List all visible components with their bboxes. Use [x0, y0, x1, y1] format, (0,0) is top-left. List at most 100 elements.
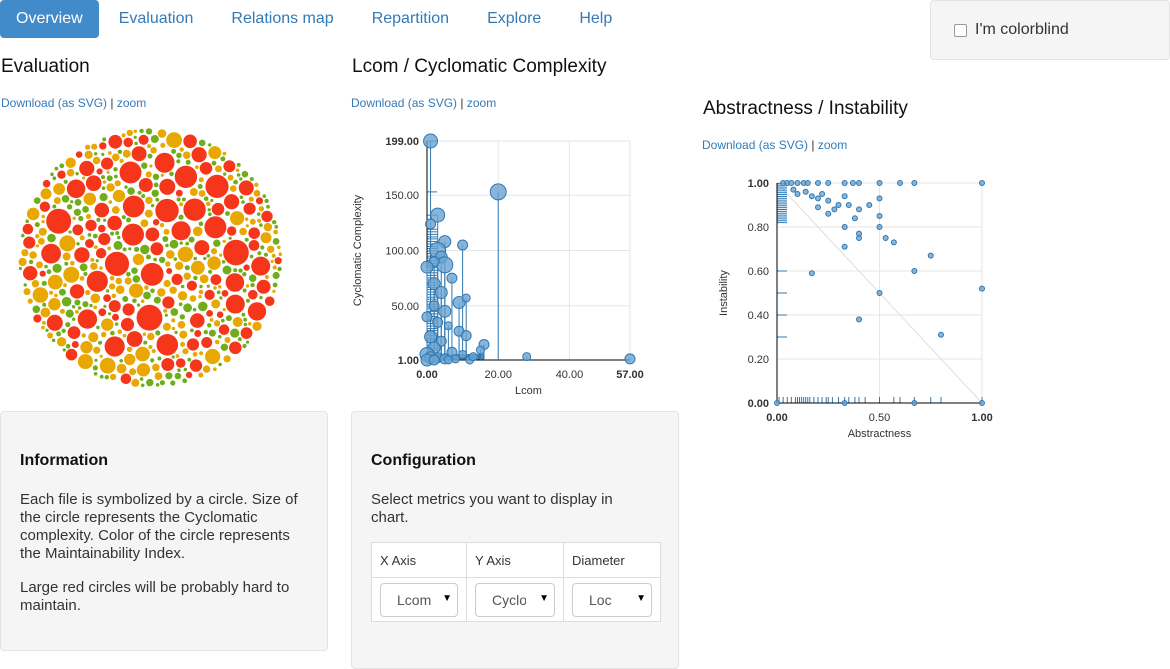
chevron-down-icon: ▼ [442, 592, 452, 604]
file-bubble [140, 299, 145, 303]
file-bubble [21, 249, 29, 257]
data-point [436, 256, 454, 274]
data-point [815, 195, 821, 202]
file-bubble [229, 341, 242, 355]
file-bubble [140, 219, 149, 228]
file-bubble [198, 221, 204, 227]
lcom-zoom-link[interactable]: zoom [466, 96, 497, 110]
evaluation-download-link[interactable]: Download (as SVG) [1, 96, 108, 110]
file-bubble [94, 202, 110, 218]
file-bubble [77, 309, 98, 329]
file-bubble [136, 363, 151, 377]
file-bubble [124, 277, 132, 285]
file-bubble [223, 160, 236, 173]
data-point [882, 235, 889, 241]
nav-repartition[interactable]: Repartition [371, 10, 450, 27]
file-bubble [134, 141, 138, 146]
file-bubble [198, 295, 202, 299]
data-point [841, 193, 848, 200]
colorblind-label[interactable]: I'm colorblind [975, 21, 1069, 38]
file-bubble [171, 148, 177, 154]
file-bubble [34, 222, 40, 228]
file-bubble [183, 367, 187, 372]
data-point [825, 210, 832, 217]
file-bubble [153, 296, 161, 304]
file-bubble [177, 368, 181, 372]
file-bubble [194, 330, 202, 337]
nav-relations-map[interactable]: Relations map [231, 10, 334, 27]
file-bubble [270, 259, 274, 264]
file-bubble [154, 152, 175, 173]
evaluation-bubble-chart[interactable] [0, 118, 300, 403]
file-bubble [179, 330, 188, 339]
file-bubble [140, 262, 164, 286]
file-bubble [236, 162, 241, 167]
file-bubble [106, 183, 115, 192]
abstractness-download-link[interactable]: Download (as SVG) [702, 138, 809, 152]
file-bubble [248, 322, 252, 326]
file-bubble [249, 254, 254, 259]
file-bubble [162, 322, 171, 331]
file-bubble [251, 256, 271, 276]
information-warning: Large red circles will be probably hard … [20, 579, 290, 614]
file-bubble [124, 353, 136, 366]
data-point [825, 180, 832, 186]
nav-evaluation[interactable]: Evaluation [118, 10, 194, 27]
file-bubble [241, 312, 246, 317]
file-bubble [225, 211, 230, 216]
colorblind-checkbox[interactable] [954, 24, 967, 37]
file-bubble [143, 340, 148, 345]
x-axis-header: X Axis [371, 542, 467, 578]
nav-help[interactable]: Help [579, 10, 613, 27]
nav-overview[interactable]: Overview [0, 0, 99, 38]
file-bubble [141, 162, 148, 169]
file-bubble [122, 247, 127, 252]
file-bubble [263, 252, 269, 257]
lcom-scatter-chart[interactable]: 0.00 20.00 40.00 57.00 1.00 50.00 100.00 150.00… [345, 125, 665, 405]
file-bubble [56, 331, 62, 337]
file-bubble [96, 217, 101, 222]
file-bubble [135, 346, 150, 362]
data-point [890, 239, 897, 246]
y-axis-select[interactable]: Cyclomatic Complexity ▼ [475, 582, 555, 617]
abstractness-scatter-chart[interactable]: 0.00 0.50 1.00 0.00 0.20 0.40 0.60 0.80 1.00 Abst… [695, 165, 1015, 450]
file-bubble [121, 215, 126, 220]
x-axis-select[interactable]: Lcom ▼ [380, 582, 458, 617]
y-axis-label: Instability [718, 270, 730, 316]
file-bubble [65, 322, 71, 328]
diameter-select[interactable]: Loc ▼ [572, 582, 652, 617]
file-bubble [142, 332, 147, 336]
data-point [468, 352, 478, 362]
file-bubble [108, 134, 123, 149]
evaluation-zoom-link[interactable]: zoom [116, 96, 147, 110]
file-bubble [225, 294, 245, 314]
chevron-down-icon: ▼ [539, 592, 549, 604]
file-bubble [101, 186, 106, 190]
file-bubble [113, 240, 123, 250]
file-bubble [178, 214, 184, 220]
file-bubble [241, 200, 245, 204]
file-bubble [147, 153, 153, 159]
file-bubble [31, 280, 40, 288]
file-bubble [132, 298, 137, 304]
file-bubble [183, 134, 197, 149]
data-point [432, 316, 444, 328]
nav-explore[interactable]: Explore [487, 10, 542, 27]
file-bubble [257, 251, 262, 256]
file-bubble [179, 241, 183, 245]
file-bubble [23, 283, 27, 287]
abstractness-zoom-link[interactable]: zoom [817, 138, 848, 152]
file-bubble [23, 266, 38, 281]
file-bubble [222, 239, 226, 243]
file-bubble [243, 322, 248, 327]
file-bubble [182, 378, 188, 384]
file-bubble [131, 267, 138, 274]
file-bubble [98, 224, 106, 233]
file-bubble [240, 327, 253, 339]
file-bubble [159, 380, 165, 386]
file-bubble [218, 324, 230, 335]
data-point [790, 186, 797, 193]
data-point [876, 224, 883, 230]
lcom-download-link[interactable]: Download (as SVG) [351, 96, 458, 110]
file-bubble [199, 162, 213, 175]
